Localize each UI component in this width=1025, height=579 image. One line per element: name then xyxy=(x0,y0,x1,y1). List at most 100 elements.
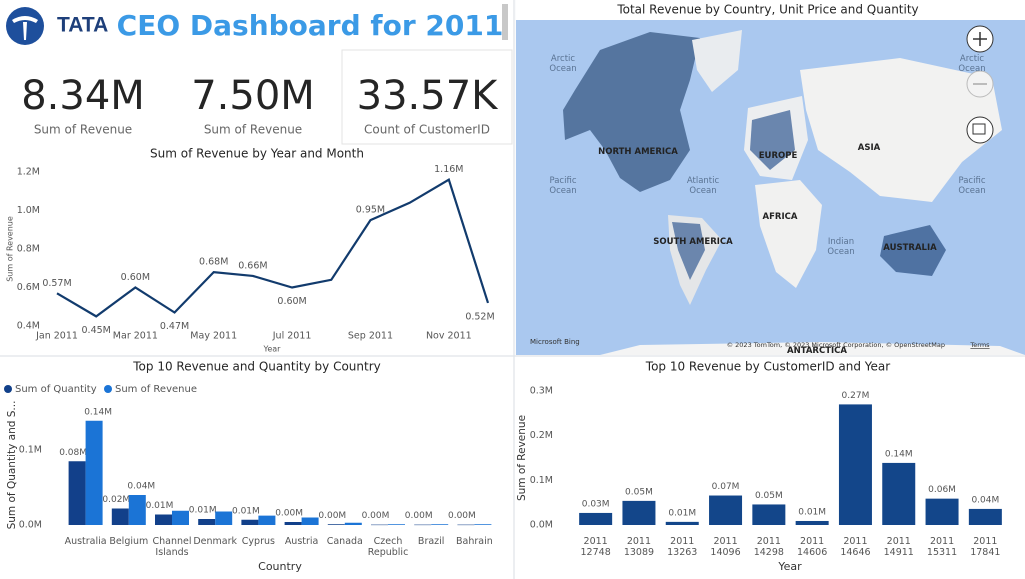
data-label: 0.01M xyxy=(798,507,826,517)
bar xyxy=(284,522,302,525)
data-label: 0.01M xyxy=(668,508,696,518)
bar xyxy=(215,511,233,525)
map-label: Atlantic Ocean xyxy=(686,176,720,196)
x-tick-label: Jul 2011 xyxy=(272,331,312,342)
legend-marker xyxy=(104,385,112,393)
card-label: Sum of Revenue xyxy=(204,123,302,137)
legend-marker xyxy=(4,385,12,393)
data-label: 0.47M xyxy=(160,321,189,332)
data-label: 0.01M xyxy=(232,506,260,516)
dashboard-title: CEO Dashboard for 2011 xyxy=(117,9,504,42)
y-tick-label: 0.1M xyxy=(19,445,42,456)
map-style-button[interactable] xyxy=(966,116,994,144)
legend-label: Sum of Revenue xyxy=(115,384,197,395)
map-region-highlight xyxy=(563,32,700,192)
data-label: 0.00M xyxy=(318,511,346,521)
map-label: Arctic Ocean xyxy=(549,54,577,74)
line xyxy=(56,178,490,318)
map-label: Indian Ocean xyxy=(827,237,855,257)
map-style-icon xyxy=(972,123,986,135)
data-label: 0.03M xyxy=(582,499,610,509)
logo-text: TATA xyxy=(57,14,108,37)
y-axis-title: Sum of Revenue xyxy=(516,415,528,501)
zoom-in-icon xyxy=(973,32,987,46)
bar xyxy=(457,524,475,526)
map-label: ANTARCTICA xyxy=(787,346,847,356)
data-label: 0.07M xyxy=(712,482,740,492)
x-tick-label: 2011 14298 xyxy=(753,536,784,558)
data-label: 0.95M xyxy=(356,205,385,216)
x-tick-label: Jan 2011 xyxy=(35,331,78,342)
map-label: AUSTRALIA xyxy=(883,243,937,253)
y-axis-title: Sum of Revenue xyxy=(6,216,15,282)
map-region-highlight xyxy=(750,110,795,170)
map-label: Arctic Ocean xyxy=(958,54,986,74)
data-label: 0.01M xyxy=(189,506,217,516)
bar xyxy=(414,524,432,526)
x-tick-label: May 2011 xyxy=(190,331,237,342)
x-tick-label: Mar 2011 xyxy=(113,331,158,342)
x-tick-label: 2011 13263 xyxy=(667,536,698,558)
bar xyxy=(85,420,103,525)
map-land xyxy=(600,342,1025,355)
data-label: 0.45M xyxy=(82,325,111,336)
card-frame xyxy=(341,49,513,145)
x-tick-label: Sep 2011 xyxy=(348,331,393,342)
data-label: 0.00M xyxy=(405,511,433,521)
card-value: 8.34M xyxy=(21,73,145,119)
bar xyxy=(622,500,656,525)
map-title: Total Revenue by Country, Unit Price and… xyxy=(616,3,918,17)
data-label: 0.05M xyxy=(755,491,783,501)
data-label: 0.00M xyxy=(362,511,390,521)
map-attribution: Microsoft Bing xyxy=(530,338,580,346)
bar xyxy=(579,512,613,525)
map-land xyxy=(755,180,822,288)
bar xyxy=(172,510,189,525)
chart-title: Top 10 Revenue by CustomerID and Year xyxy=(645,360,891,374)
x-tick-label: 2011 14911 xyxy=(883,536,914,558)
x-axis-title: Country xyxy=(258,560,302,573)
bar xyxy=(258,515,276,525)
data-label: 0.57M xyxy=(42,278,71,289)
legend-label: Sum of Quantity xyxy=(15,384,97,395)
map-region-highlight xyxy=(672,222,705,280)
data-label: 0.04M xyxy=(127,482,155,492)
card-label: Count of CustomerID xyxy=(364,123,490,137)
y-tick-label: 0.1M xyxy=(530,475,553,486)
bar xyxy=(241,519,259,525)
bar xyxy=(474,524,492,525)
card-label: Sum of Revenue xyxy=(34,123,132,137)
scrollbar[interactable] xyxy=(502,4,508,40)
bar xyxy=(327,524,345,525)
y-tick-label: 0.0M xyxy=(530,520,553,531)
bar xyxy=(882,462,916,525)
map-label: SOUTH AMERICA xyxy=(653,237,733,247)
y-tick-label: 0.0M xyxy=(19,520,42,531)
bar xyxy=(968,508,1002,525)
data-label: 0.04M xyxy=(971,495,999,505)
x-tick-label: Brazil xyxy=(417,536,445,547)
x-tick-label: Cyprus xyxy=(241,536,275,547)
map-terms-link[interactable]: Terms xyxy=(969,341,990,349)
data-label: 0.66M xyxy=(238,260,267,271)
data-label: 0.52M xyxy=(465,311,494,322)
y-tick-label: 0.6M xyxy=(17,282,40,293)
bar xyxy=(155,514,172,525)
x-axis-title: Year xyxy=(777,560,802,573)
x-tick-label: Bahrain xyxy=(456,536,493,547)
x-tick-label: 2011 17841 xyxy=(970,536,1001,558)
map-label: Pacific Ocean xyxy=(958,176,986,196)
data-label: 1.16M xyxy=(434,164,463,175)
data-label: 0.05M xyxy=(625,487,653,497)
x-tick-label: Canada xyxy=(326,536,363,547)
chart-title: Sum of Revenue by Year and Month xyxy=(150,147,364,161)
x-tick-label: Denmark xyxy=(193,536,238,547)
x-tick-label: 2011 12748 xyxy=(580,536,611,558)
map-label: EUROPE xyxy=(758,151,798,161)
data-label: 0.14M xyxy=(84,407,112,417)
data-label: 0.02M xyxy=(102,495,130,505)
bar xyxy=(128,495,146,525)
data-label: 0.60M xyxy=(121,272,150,283)
bar xyxy=(665,521,699,525)
